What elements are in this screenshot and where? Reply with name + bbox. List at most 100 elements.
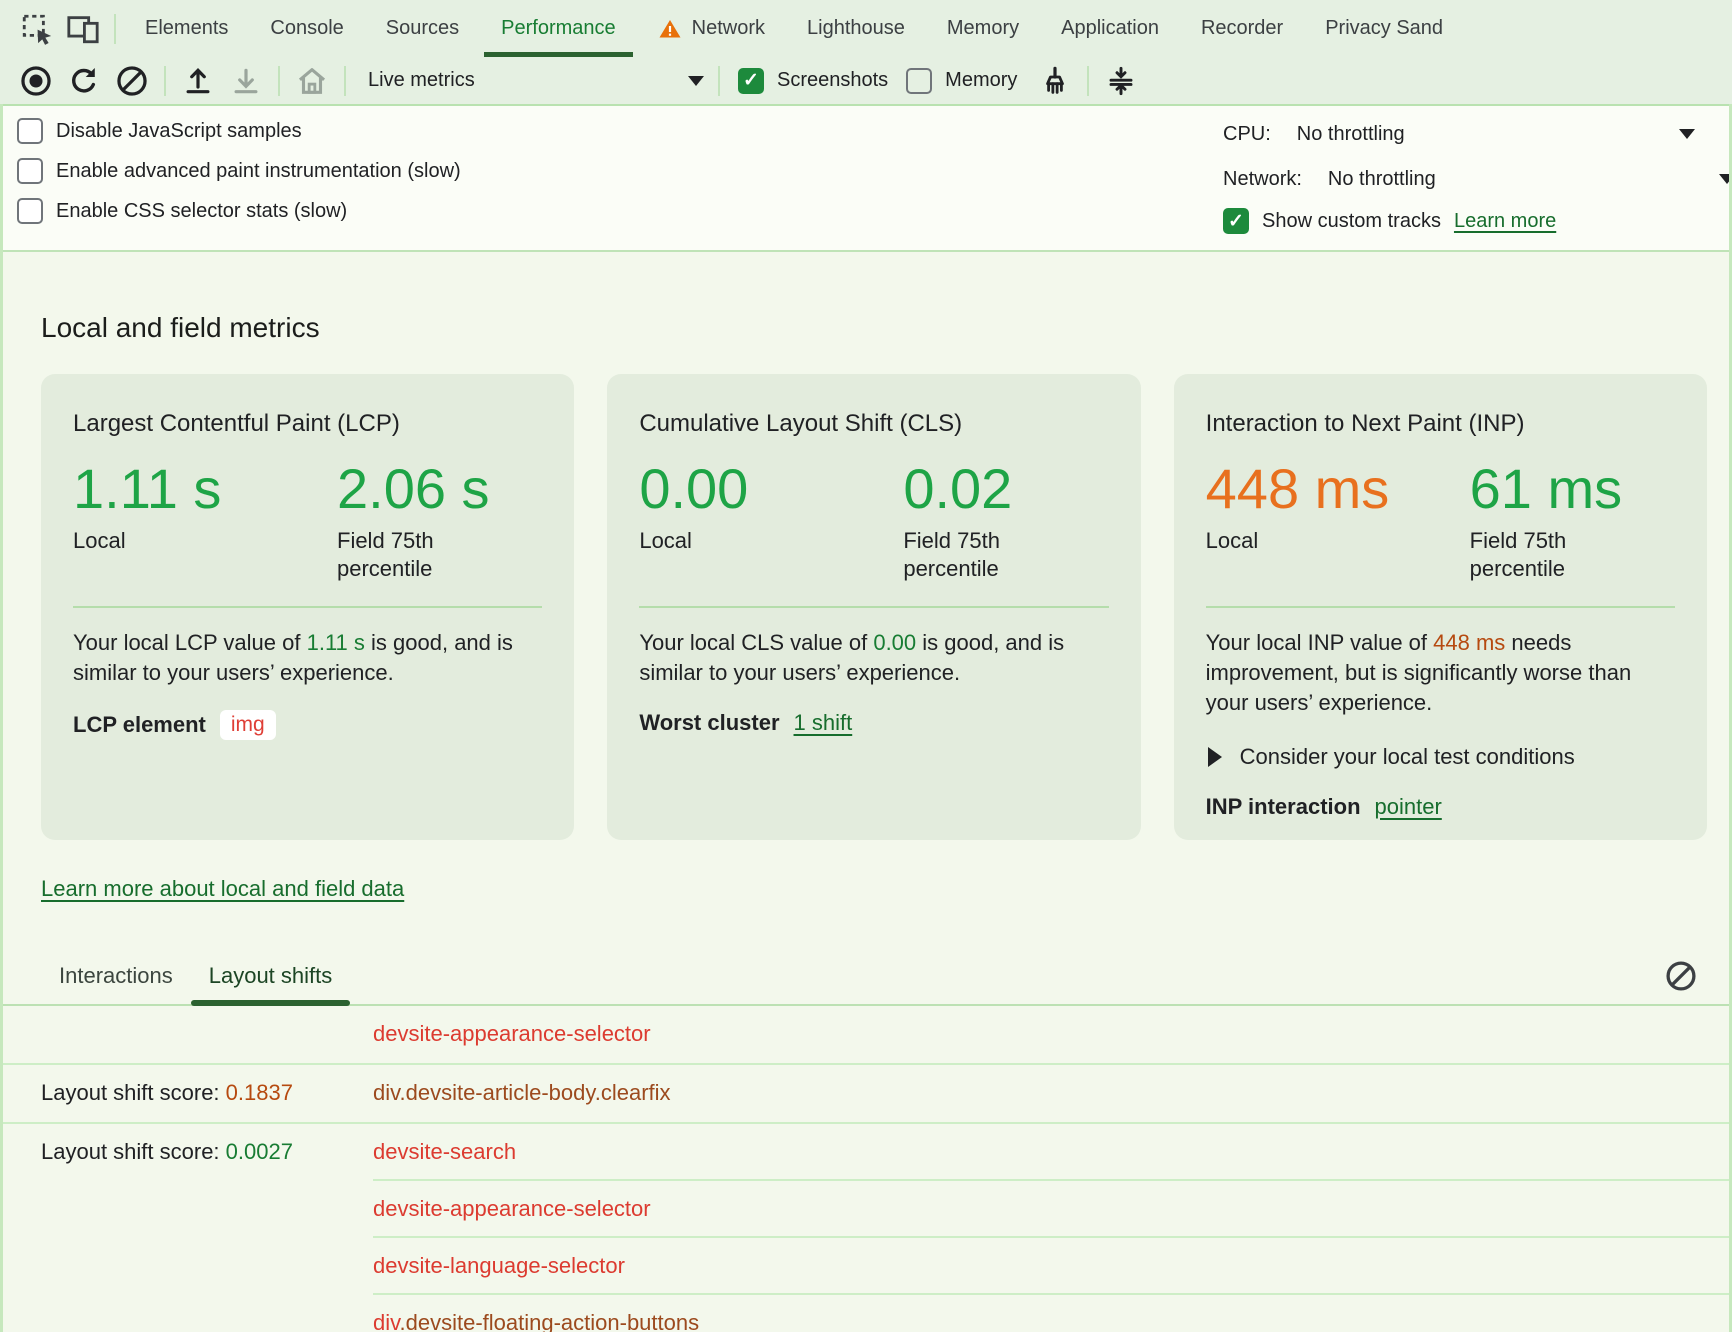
element-link[interactable]: div.devsite-article-body.clearfix — [373, 1080, 671, 1106]
panel-mode-select[interactable]: Live metrics — [354, 69, 710, 92]
css-selector-stats-label: Enable CSS selector stats (slow) — [56, 199, 348, 222]
score-value: 0.0027 — [225, 1139, 293, 1165]
inp-local-label: Local — [1205, 527, 1259, 553]
custom-tracks-learn-more-link[interactable]: Learn more — [1453, 209, 1557, 232]
garbage-collect-icon[interactable] — [1031, 61, 1079, 101]
layout-shift-row: Layout shift score: 0.0027 devsite-searc… — [3, 1121, 1729, 1181]
tab-console[interactable]: Console — [249, 0, 364, 57]
toolbar-separator — [344, 65, 346, 96]
toolbar-separator — [278, 65, 280, 96]
record-icon[interactable] — [12, 61, 60, 101]
advanced-paint-label: Enable advanced paint instrumentation (s… — [56, 159, 461, 182]
tab-label: Console — [270, 17, 344, 39]
tab-layout-shifts[interactable]: Layout shifts — [190, 948, 351, 1006]
tab-performance[interactable]: Performance — [480, 0, 637, 57]
disable-js-samples-label: Disable JavaScript samples — [56, 119, 302, 142]
inp-field-label: Field 75th percentile — [1469, 527, 1567, 582]
tab-application[interactable]: Application — [1040, 0, 1180, 57]
card-divider — [73, 605, 543, 608]
home-icon[interactable] — [288, 61, 336, 101]
local-test-conditions-label: Consider your local test conditions — [1239, 743, 1575, 769]
advanced-paint-checkbox — [17, 158, 43, 184]
learn-more-field-data-link[interactable]: Learn more about local and field data — [41, 875, 405, 901]
card-divider — [1205, 605, 1675, 608]
screenshots-label: Screenshots — [777, 69, 889, 91]
lcp-local-label: Local — [73, 527, 126, 553]
memory-checkbox — [906, 67, 933, 94]
element-link[interactable]: devsite-appearance-selector — [373, 1196, 651, 1222]
cpu-throttling-select[interactable]: CPU: No throttling — [1223, 118, 1705, 150]
layout-shift-row: div.devsite-floating-action-buttons — [3, 1292, 1729, 1332]
metric-cards: Largest Contentful Paint (LCP) 1.11 s Lo… — [41, 374, 1707, 840]
screenshots-toggle[interactable]: Screenshots — [738, 67, 889, 94]
inp-local-value: 448 ms — [1205, 457, 1390, 520]
layout-shift-row: Layout shift score: 0.1837 div.devsite-a… — [3, 1062, 1729, 1122]
tab-elements[interactable]: Elements — [124, 0, 249, 57]
tab-memory[interactable]: Memory — [926, 0, 1040, 57]
inp-interaction-link[interactable]: pointer — [1374, 793, 1442, 819]
reload-record-icon[interactable] — [60, 61, 108, 101]
element-link[interactable]: devsite-appearance-selector — [373, 1021, 651, 1047]
advanced-paint-toggle[interactable]: Enable advanced paint instrumentation (s… — [17, 158, 461, 184]
layout-shift-row: devsite-language-selector — [3, 1235, 1729, 1295]
collapse-icon[interactable] — [1097, 61, 1145, 101]
network-throttling-value: No throttling — [1327, 167, 1436, 190]
tab-lighthouse[interactable]: Lighthouse — [786, 0, 926, 57]
inp-interaction-row: INP interaction pointer — [1206, 794, 1675, 820]
disable-js-samples-toggle[interactable]: Disable JavaScript samples — [17, 118, 461, 144]
download-profile-icon[interactable] — [222, 61, 270, 101]
local-test-conditions-disclosure[interactable]: Consider your local test conditions — [1207, 743, 1675, 770]
tab-label: Application — [1061, 17, 1159, 39]
tab-label: Elements — [145, 17, 229, 39]
cls-values: 0.00 Local 0.02 Field 75th percentile — [639, 459, 1108, 584]
cls-card-title: Cumulative Layout Shift (CLS) — [639, 410, 963, 437]
cls-description: Your local CLS value of 0.00 is good, an… — [639, 628, 1101, 688]
worst-cluster-label: Worst cluster — [639, 709, 780, 735]
memory-label: Memory — [945, 69, 1018, 91]
worst-cluster-link[interactable]: 1 shift — [793, 709, 853, 735]
tab-interactions[interactable]: Interactions — [41, 948, 191, 1004]
inp-card: Interaction to Next Paint (INP) 448 ms L… — [1173, 374, 1707, 840]
tab-sources[interactable]: Sources — [365, 0, 480, 57]
element-link[interactable]: devsite-language-selector — [373, 1253, 625, 1279]
cls-worst-cluster-row: Worst cluster 1 shift — [639, 710, 1108, 736]
lcp-card-title: Largest Contentful Paint (LCP) — [73, 410, 400, 437]
capture-settings: Disable JavaScript samples Enable advanc… — [3, 104, 1729, 250]
device-toolbar-icon[interactable] — [60, 6, 106, 52]
inp-field-value: 61 ms — [1469, 457, 1623, 520]
inspect-element-icon[interactable] — [14, 6, 60, 52]
desc-text: is good, and is similar to your users’ e… — [639, 629, 1065, 685]
chevron-down-icon — [1719, 174, 1729, 184]
panel-mode-value: Live metrics — [368, 69, 475, 91]
css-selector-stats-checkbox — [17, 198, 43, 224]
desc-text: Your local CLS value of — [639, 629, 874, 655]
capture-settings-left: Disable JavaScript samples Enable advanc… — [17, 118, 461, 234]
custom-tracks-toggle[interactable]: Show custom tracks Learn more — [1223, 208, 1705, 234]
triangle-right-icon — [1207, 746, 1222, 767]
tab-recorder[interactable]: Recorder — [1180, 0, 1304, 57]
lcp-element-row: LCP element img — [73, 709, 542, 740]
tab-label: Performance — [501, 17, 616, 39]
lcp-field-label: Field 75th percentile — [337, 527, 434, 582]
score-label: Layout shift score: — [41, 1080, 226, 1106]
memory-toggle[interactable]: Memory — [906, 67, 1018, 94]
desc-text: is good, and is similar to your users’ e… — [73, 629, 513, 685]
cls-card: Cumulative Layout Shift (CLS) 0.00 Local… — [607, 374, 1141, 840]
tab-network[interactable]: Network — [637, 0, 786, 57]
clear-icon[interactable] — [108, 61, 156, 101]
score-label: Layout shift score: — [41, 1139, 226, 1165]
live-metrics-log: Interactions Layout shifts devsite-appea… — [3, 948, 1729, 1332]
network-throttling-select[interactable]: Network: No throttling — [1223, 163, 1729, 195]
score-cell: Layout shift score: 0.0027 — [41, 1139, 373, 1165]
page-title: Local and field metrics — [41, 312, 320, 343]
inp-description: Your local INP value of 448 ms needs imp… — [1206, 628, 1668, 718]
element-link[interactable]: div.devsite-floating-action-buttons — [373, 1310, 699, 1332]
upload-profile-icon[interactable] — [174, 61, 222, 101]
element-tag: div — [373, 1310, 400, 1332]
clear-log-icon[interactable] — [1663, 958, 1699, 994]
tab-privacy-sandbox[interactable]: Privacy Sand — [1304, 0, 1464, 57]
css-selector-stats-toggle[interactable]: Enable CSS selector stats (slow) — [17, 198, 461, 224]
lcp-element-link[interactable]: img — [219, 709, 276, 740]
throttling-settings: CPU: No throttling Network: No throttlin… — [1223, 118, 1729, 234]
element-link[interactable]: devsite-search — [373, 1139, 517, 1165]
